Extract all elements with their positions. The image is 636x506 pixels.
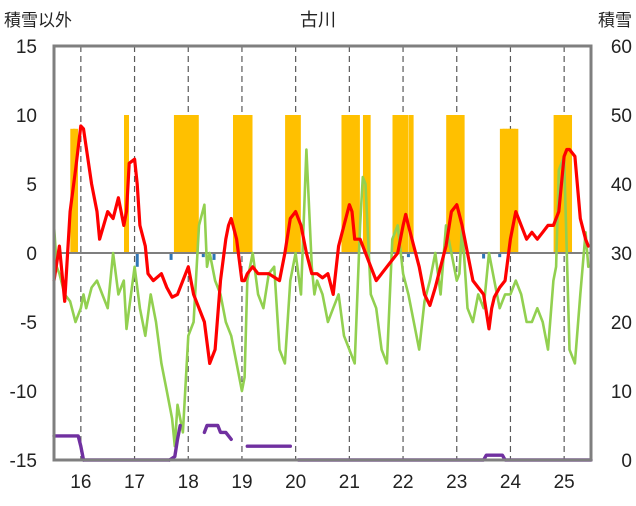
snow-depth-line (167, 423, 182, 462)
snowfall-bar (513, 128, 519, 253)
x-tick-label: 22 (392, 472, 413, 493)
snowfall-bar (354, 115, 360, 253)
y2-tick-label: 10 (611, 382, 632, 403)
x-tick-label: 23 (446, 472, 467, 493)
y2-tick-label: 40 (611, 175, 632, 196)
precipitation-bar (212, 253, 216, 260)
snowfall-bar (400, 115, 406, 253)
snowfall-bar (233, 115, 239, 253)
snowfall-bar (290, 115, 296, 253)
snowfall-bar (499, 128, 505, 253)
y-tick-label: 0 (26, 244, 37, 265)
x-tick-label: 17 (124, 472, 145, 493)
snowfall-bar (502, 128, 508, 253)
y-tick-label: 5 (26, 175, 37, 196)
x-tick-label: 21 (339, 472, 360, 493)
max-temp-line (52, 124, 590, 365)
snowfall-bar (173, 115, 179, 253)
precipitation-bar (169, 253, 173, 260)
precipitation-bar (201, 253, 205, 258)
right-axis-title: 積雪 (598, 11, 632, 30)
snowfall-bar (365, 115, 371, 253)
x-tick-label: 20 (285, 472, 306, 493)
snowfall-bar (295, 115, 301, 253)
snowfall-bar (567, 115, 573, 253)
snowfall-bar (392, 115, 398, 253)
snowfall-bar (188, 115, 194, 253)
snowfall-bar (349, 115, 355, 253)
snowfall-bar (451, 115, 457, 253)
snowfall-bar (456, 115, 462, 253)
snowfall-bar (344, 115, 350, 253)
snowfall-bar (242, 115, 248, 253)
precipitation-bar (135, 253, 139, 267)
y2-tick-label: 30 (611, 244, 632, 265)
x-tick-label: 18 (178, 472, 199, 493)
x-tick-label: 16 (70, 472, 91, 493)
snowfall-bar (293, 115, 299, 253)
precipitation-bar (406, 253, 410, 258)
x-tick-label: 19 (231, 472, 252, 493)
snowfall-bar (179, 115, 185, 253)
snowfall-bar (287, 115, 293, 253)
snowfall-bar (446, 115, 452, 253)
snowfall-bar (564, 115, 570, 253)
y2-tick-label: 60 (611, 37, 632, 58)
snowfall-bar (408, 115, 414, 253)
snowfall-bar (181, 115, 187, 253)
snow-depth-line (202, 423, 233, 441)
snowfall-bar (185, 115, 191, 253)
snowfall-bar (191, 115, 197, 253)
snowfall-bar (247, 115, 253, 253)
y-tick-label: -5 (20, 313, 37, 334)
y-tick-label: -15 (10, 451, 37, 472)
plot-frame (52, 44, 593, 462)
snowfall-bar (454, 115, 460, 253)
snowfall-bar (235, 115, 241, 253)
snowfall-bar (239, 115, 245, 253)
precipitation-bar (498, 253, 502, 258)
x-tick-label: 25 (554, 472, 575, 493)
snowfall-bar (352, 115, 358, 253)
snowfall-bar (553, 115, 559, 253)
snowfall-bar (341, 115, 347, 253)
y-tick-label: 15 (16, 37, 37, 58)
min-temp-line (52, 148, 590, 448)
y-tick-label: 10 (16, 106, 37, 127)
snowfall-bar (72, 128, 78, 253)
snowfall-bar (244, 115, 250, 253)
snowfall-bar (395, 115, 401, 253)
y-tick-label: -10 (10, 382, 37, 403)
snowfall-bar (176, 115, 182, 253)
snowfall-bar (505, 128, 511, 253)
snowfall-bar (507, 128, 513, 253)
snowfall-bar (397, 115, 403, 253)
y2-tick-label: 0 (621, 451, 632, 472)
frame-layer (52, 44, 593, 462)
snowfall-bar (403, 115, 409, 253)
snowfall-bar (459, 115, 465, 253)
snowfall-bar (193, 115, 199, 253)
snowfall-bar (285, 115, 291, 253)
snow-depth-line (52, 434, 86, 462)
x-tick-label: 24 (500, 472, 522, 493)
snowfall-bar (448, 115, 454, 253)
y2-tick-label: 20 (611, 313, 632, 334)
y2-tick-label: 50 (611, 106, 632, 127)
precipitation-bar (482, 253, 486, 259)
chart-title: 古川 (300, 10, 336, 30)
left-axis-title: 積雪以外 (4, 11, 72, 30)
snowfall-bar (346, 115, 352, 253)
snowfall-bar (510, 128, 516, 253)
